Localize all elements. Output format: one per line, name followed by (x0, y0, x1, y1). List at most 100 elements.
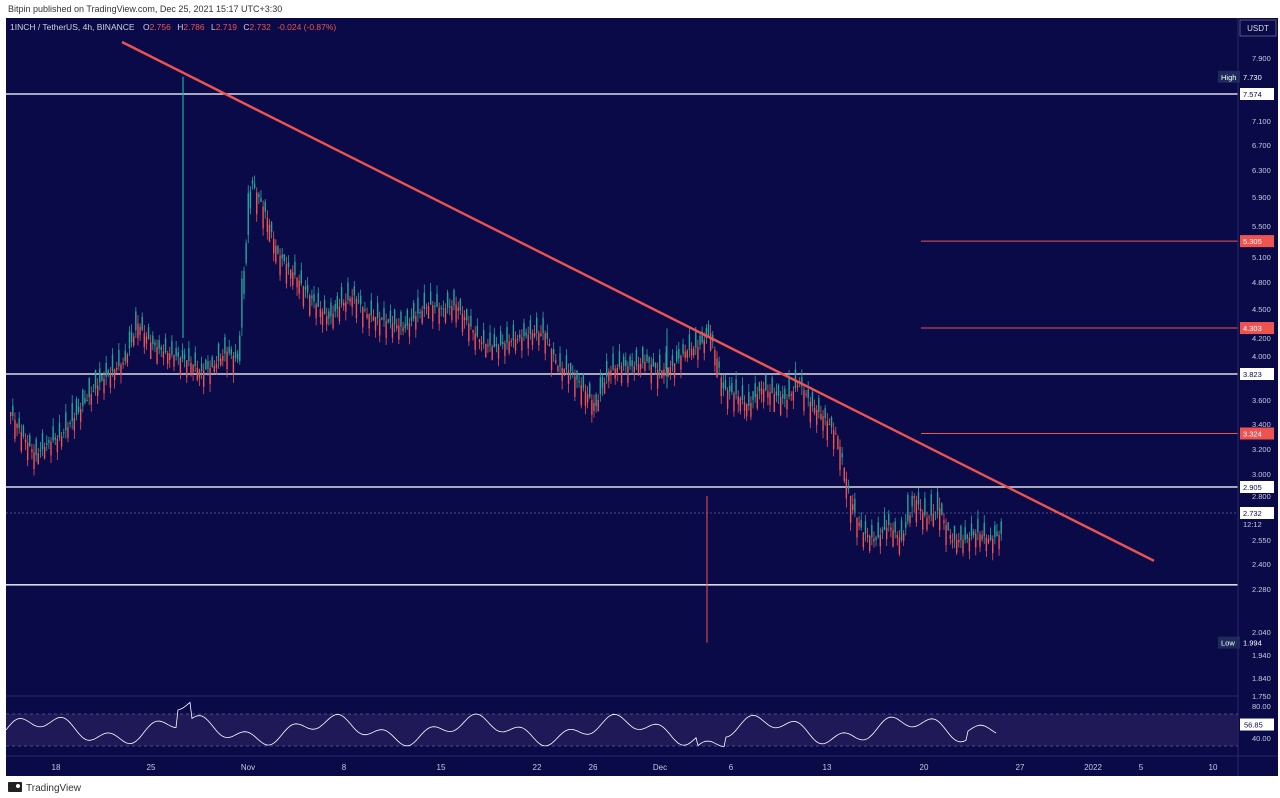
rsi-pane[interactable]: 80.00 40.00 56.85 (5, 695, 1274, 748)
time-tick-label: 5 (1139, 763, 1144, 772)
candle-body (928, 516, 930, 518)
chart-area[interactable]: 1INCH / TetherUS, 4h, BINANCE O2.756 H2.… (5, 18, 1278, 776)
candle-body (493, 334, 495, 347)
candle-body (885, 527, 888, 540)
candle-body (425, 307, 428, 309)
candle-body (584, 391, 587, 406)
tradingview-logo[interactable]: TradingView (8, 782, 81, 794)
candle-body (521, 337, 523, 351)
price-tick-label: 1.840 (1252, 674, 1271, 683)
currency-box[interactable] (1239, 19, 1277, 37)
price-label-box (1240, 322, 1274, 335)
candle-body (438, 307, 440, 324)
candle-body (73, 418, 76, 431)
candle-body (733, 393, 735, 412)
time-tick-label: 22 (533, 763, 542, 772)
candle-body (52, 426, 54, 441)
candle-body (845, 478, 848, 499)
candle-body (459, 299, 462, 311)
candle-body (788, 377, 790, 398)
candle-body (14, 420, 16, 439)
candle-body (729, 385, 731, 392)
candle-body (754, 383, 756, 398)
candle-body (139, 326, 141, 335)
candle-body (264, 201, 266, 212)
candle-body (841, 453, 843, 458)
candle-body (472, 329, 474, 333)
candle-body (63, 432, 65, 434)
candle-body (659, 354, 661, 372)
candle-body (211, 356, 213, 368)
candle-body (516, 338, 519, 340)
brand-text: TradingView (26, 783, 82, 794)
candle-body (743, 402, 746, 411)
candle-body (249, 191, 252, 209)
candle-body (890, 527, 892, 531)
candle-body (947, 522, 949, 531)
candle-body (487, 344, 489, 347)
price-label-tag-box (1218, 636, 1240, 649)
candle-body (232, 356, 235, 374)
candle-body (567, 370, 570, 384)
trendline-layer[interactable] (121, 40, 1155, 562)
candle-body (46, 443, 48, 445)
candle-body (898, 537, 901, 555)
price-label-box (1240, 636, 1274, 649)
candle-body (716, 358, 718, 378)
candle-body (359, 295, 362, 305)
price-tick-label: 2.800 (1252, 492, 1271, 501)
candle-body (347, 282, 349, 300)
candle-body (213, 366, 216, 373)
candle-body (983, 523, 985, 537)
candle-body (181, 350, 184, 359)
candle-body (758, 382, 761, 392)
candle-body (50, 441, 52, 456)
candle-body (924, 497, 926, 516)
candle-body (981, 535, 983, 540)
price-tick-label: 4.800 (1252, 278, 1271, 287)
candle-body (175, 348, 177, 356)
candle-body (578, 380, 580, 383)
candle-body (228, 347, 230, 353)
candle-body (149, 342, 152, 360)
candle-body (419, 312, 421, 314)
candle-body (370, 300, 372, 316)
candle-body (565, 355, 568, 370)
candle-body (703, 340, 705, 354)
candle-body (572, 371, 574, 374)
time-tick-label: 8 (342, 763, 347, 772)
candle-body (930, 494, 932, 516)
candle-body (955, 540, 958, 553)
candle-body (813, 408, 816, 414)
candle-body (198, 369, 201, 378)
candle-body (379, 318, 381, 336)
candle-body (936, 491, 939, 511)
candle-body (234, 351, 237, 358)
price-chart[interactable]: 1INCH / TetherUS, 4h, BINANCE O2.756 H2.… (5, 18, 1278, 776)
candle-body (154, 342, 156, 346)
candle-body (839, 446, 841, 471)
time-tick-label: 18 (52, 763, 61, 772)
candle-body (718, 361, 720, 368)
candle-body (94, 369, 97, 389)
candle-body (294, 261, 296, 276)
price-label-box (1240, 88, 1274, 100)
candle-body (137, 323, 139, 339)
candle-body (26, 442, 29, 461)
candle-body (92, 391, 95, 393)
candle-body (548, 344, 551, 347)
candle-body (417, 297, 419, 314)
candle-body (603, 382, 606, 394)
candle-body (126, 354, 129, 364)
price-label-box (1240, 427, 1274, 440)
time-tick-label: 2022 (1084, 763, 1102, 772)
time-axis[interactable]: 18 25 Nov 8 15 22 26 Dec 6 13 20 27 2022 5 10 (6, 755, 1278, 772)
candle-body (523, 322, 525, 337)
candle-body (627, 366, 629, 384)
candle-body (709, 333, 712, 351)
candle-body (442, 308, 445, 310)
price-tick-label: 5.500 (1252, 222, 1271, 231)
price-tick-label: 7.900 (1252, 54, 1271, 63)
candle-body (576, 370, 578, 380)
candle-body (692, 348, 695, 356)
